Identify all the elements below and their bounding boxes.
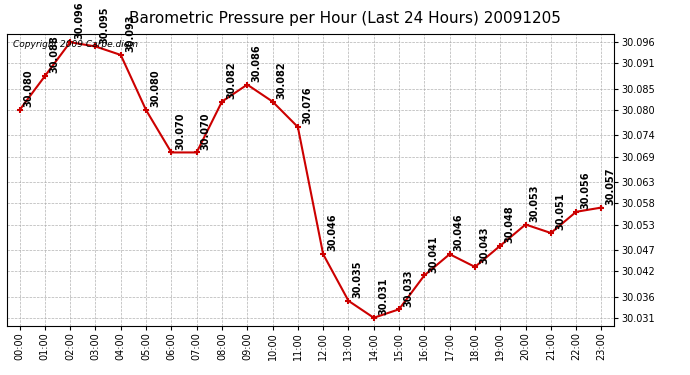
- Text: 30.033: 30.033: [403, 269, 413, 306]
- Text: Copyright 2009 Carpe.diem: Copyright 2009 Carpe.diem: [13, 40, 138, 49]
- Text: 30.080: 30.080: [150, 70, 160, 107]
- Text: 30.046: 30.046: [327, 214, 337, 251]
- Text: 30.088: 30.088: [49, 36, 59, 74]
- Text: 30.035: 30.035: [353, 261, 363, 298]
- Text: 30.043: 30.043: [479, 226, 489, 264]
- Text: 30.095: 30.095: [99, 6, 110, 44]
- Text: 30.057: 30.057: [606, 167, 615, 205]
- Text: 30.082: 30.082: [226, 61, 236, 99]
- Text: 30.082: 30.082: [277, 61, 287, 99]
- Text: 30.048: 30.048: [504, 205, 515, 243]
- Text: 30.076: 30.076: [302, 87, 312, 124]
- Text: 30.053: 30.053: [530, 184, 540, 222]
- Text: 30.041: 30.041: [428, 235, 439, 273]
- Text: 30.051: 30.051: [555, 193, 565, 230]
- Text: 30.096: 30.096: [75, 2, 84, 39]
- Text: 30.070: 30.070: [201, 112, 211, 150]
- Text: Barometric Pressure per Hour (Last 24 Hours) 20091205: Barometric Pressure per Hour (Last 24 Ho…: [129, 11, 561, 26]
- Text: 30.070: 30.070: [175, 112, 186, 150]
- Text: 30.046: 30.046: [454, 214, 464, 251]
- Text: 30.031: 30.031: [378, 278, 388, 315]
- Text: 30.080: 30.080: [23, 70, 34, 107]
- Text: 30.056: 30.056: [580, 171, 591, 209]
- Text: 30.086: 30.086: [251, 44, 262, 82]
- Text: 30.093: 30.093: [125, 15, 135, 52]
